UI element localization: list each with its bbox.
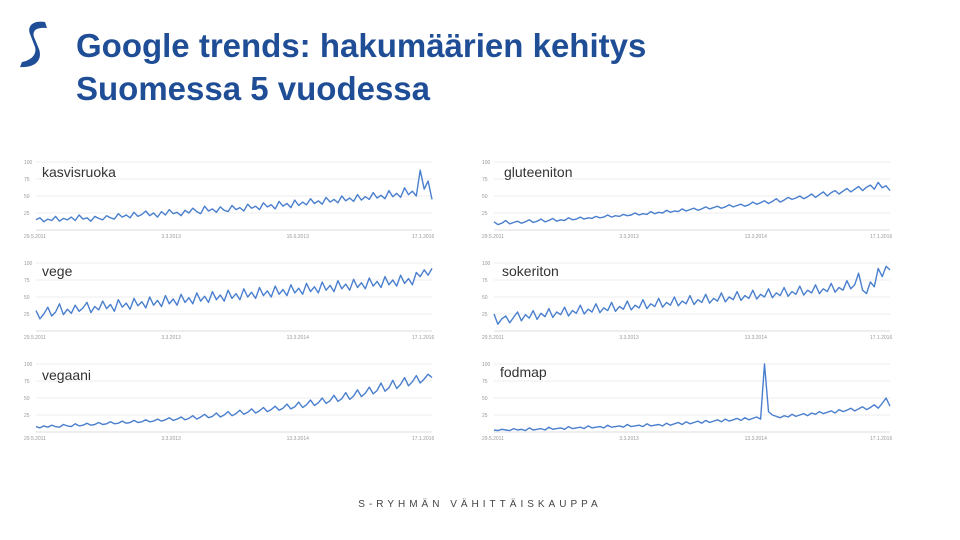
series-line: [35, 169, 433, 223]
trend-chart-kasvisruoka: 100 75 50 25 29.5.2011 3.3.2013 16.6.2013 17.1.…: [22, 156, 438, 248]
series-line: [493, 363, 891, 432]
x-tick-label: 13.3.2014: [745, 335, 767, 341]
y-tick-label: 25: [482, 312, 488, 318]
trend-chart-svg: 100 75 50 25 29.5.2011 3.3.2013 13.3.2014 17.1.…: [482, 261, 892, 341]
y-tick-label: 25: [24, 413, 30, 419]
y-tick-label: 100: [24, 362, 33, 368]
s-group-logo-icon: [20, 21, 47, 68]
x-tick-label: 3.3.2013: [619, 234, 639, 240]
series-line: [493, 181, 891, 226]
x-tick-label: 13.3.2014: [745, 436, 767, 442]
page-title-line-2: Suomessa 5 vuodessa: [76, 70, 431, 107]
x-tick-label: 3.3.2013: [619, 335, 639, 341]
trend-chart-gluteeniton: 100 75 50 25 29.5.2011 3.3.2013 13.3.2014 17.1.…: [480, 156, 896, 248]
series-line: [35, 373, 433, 429]
footer-text: S-RYHMÄN VÄHITTÄISKAUPPA: [358, 499, 602, 510]
trend-chart-svg: 100 75 50 25 29.5.2011 3.3.2013 13.3.2014 17.1.…: [482, 362, 892, 442]
y-tick-label: 75: [482, 177, 488, 183]
chart-title: vege: [42, 263, 73, 279]
y-tick-label: 100: [482, 261, 491, 267]
y-tick-label: 25: [24, 312, 30, 318]
x-tick-label: 29.5.2011: [482, 436, 504, 442]
x-tick-label: 17.1.2016: [412, 234, 434, 240]
y-tick-label: 75: [24, 379, 30, 385]
y-tick-label: 75: [482, 379, 488, 385]
y-tick-label: 25: [24, 211, 30, 217]
y-tick-label: 100: [24, 261, 33, 267]
page-title-line-1: Google trends: hakumäärien kehitys: [76, 27, 647, 64]
x-tick-label: 17.1.2016: [870, 234, 892, 240]
trend-chart-svg: 100 75 50 25 29.5.2011 3.3.2013 13.3.2014 17.1.…: [482, 160, 892, 240]
trend-chart-vegaani: 100 75 50 25 29.5.2011 3.3.2013 13.3.2014 17.1.…: [22, 358, 438, 450]
chart-title: fodmap: [500, 364, 547, 380]
y-tick-label: 50: [482, 194, 488, 200]
y-tick-label: 25: [482, 413, 488, 419]
x-tick-label: 3.3.2013: [161, 436, 181, 442]
y-tick-label: 100: [24, 160, 33, 166]
page-title: Google trends: hakumäärien kehitys Suome…: [76, 24, 646, 110]
trend-chart-svg: 100 75 50 25 29.5.2011 3.3.2013 13.3.2014 17.1.…: [24, 261, 434, 341]
chart-title: sokeriton: [502, 263, 559, 279]
x-tick-label: 17.1.2016: [870, 335, 892, 341]
x-tick-label: 29.5.2011: [24, 335, 46, 341]
y-tick-label: 75: [482, 278, 488, 284]
x-tick-label: 17.1.2016: [412, 436, 434, 442]
chart-title: kasvisruoka: [42, 164, 116, 180]
x-tick-label: 29.5.2011: [24, 234, 46, 240]
x-tick-label: 29.5.2011: [482, 335, 504, 341]
y-tick-label: 75: [24, 177, 30, 183]
series-line: [35, 268, 433, 320]
trend-chart-vege: 100 75 50 25 29.5.2011 3.3.2013 13.3.2014 17.1.…: [22, 257, 438, 349]
x-tick-label: 3.3.2013: [161, 335, 181, 341]
y-tick-label: 100: [482, 362, 491, 368]
x-tick-label: 29.5.2011: [482, 234, 504, 240]
y-tick-label: 50: [24, 295, 30, 301]
x-tick-label: 16.6.2013: [287, 234, 309, 240]
chart-title: gluteeniton: [504, 164, 573, 180]
series-line: [493, 265, 891, 325]
trend-chart-sokeriton: 100 75 50 25 29.5.2011 3.3.2013 13.3.2014 17.1.…: [480, 257, 896, 349]
x-tick-label: 13.3.2014: [287, 436, 309, 442]
y-tick-label: 25: [482, 211, 488, 217]
x-tick-label: 29.5.2011: [24, 436, 46, 442]
x-tick-label: 17.1.2016: [870, 436, 892, 442]
x-tick-label: 3.3.2013: [619, 436, 639, 442]
x-tick-label: 17.1.2016: [412, 335, 434, 341]
trend-chart-svg: 100 75 50 25 29.5.2011 3.3.2013 16.6.2013 17.1.…: [24, 160, 434, 240]
y-tick-label: 50: [482, 295, 488, 301]
trend-chart-svg: 100 75 50 25 29.5.2011 3.3.2013 13.3.2014 17.1.…: [24, 362, 434, 442]
y-tick-label: 75: [24, 278, 30, 284]
y-tick-label: 50: [482, 396, 488, 402]
x-tick-label: 3.3.2013: [161, 234, 181, 240]
x-tick-label: 13.3.2014: [745, 234, 767, 240]
x-tick-label: 13.3.2014: [287, 335, 309, 341]
y-tick-label: 50: [24, 194, 30, 200]
y-tick-label: 50: [24, 396, 30, 402]
trend-chart-fodmap: 100 75 50 25 29.5.2011 3.3.2013 13.3.2014 17.1.…: [480, 358, 896, 450]
chart-title: vegaani: [42, 367, 92, 383]
y-tick-label: 100: [482, 160, 491, 166]
